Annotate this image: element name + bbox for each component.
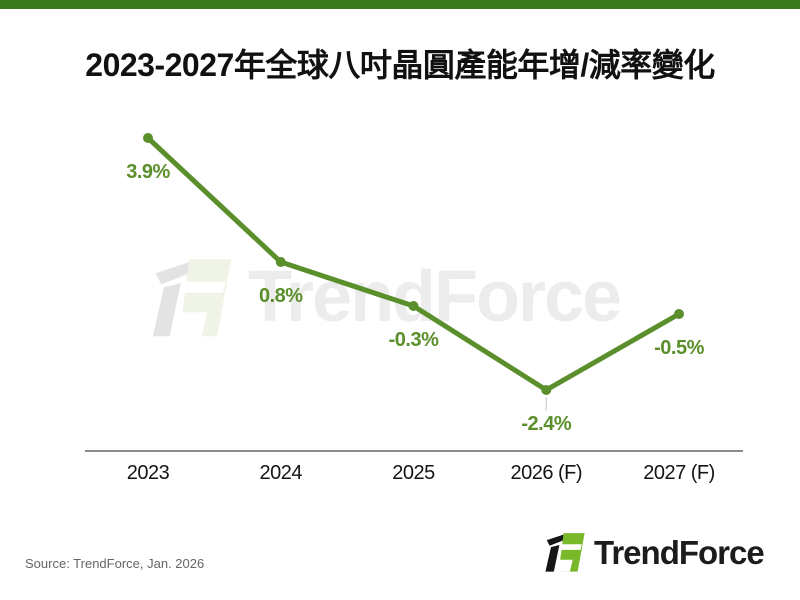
trendforce-logo: TrendForce <box>544 527 765 577</box>
page-title: 2023-2027年全球八吋晶圓產能年增/減率變化 <box>85 47 715 83</box>
data-point-marker <box>408 301 419 311</box>
source-note: Source: TrendForce, Jan. 2026 <box>25 556 205 571</box>
x-axis-label: 2025 <box>392 462 435 484</box>
top-accent-bar <box>0 0 800 9</box>
data-label: -2.4% <box>521 413 572 435</box>
data-point-marker <box>541 385 552 395</box>
data-label: -0.5% <box>654 337 704 359</box>
data-point-marker <box>275 257 286 267</box>
trendforce-logo-text: TrendForce <box>594 533 765 571</box>
data-point-marker <box>674 309 684 319</box>
trend-line <box>145 135 682 393</box>
x-axis-label: 2024 <box>259 462 303 484</box>
x-axis-label: 2023 <box>126 462 170 484</box>
data-point-marker <box>143 133 153 143</box>
x-axis-label: 2027 (F) <box>643 462 715 484</box>
trendforce-logo-icon <box>545 533 585 572</box>
data-label: -0.3% <box>388 329 439 351</box>
data-label: 3.9% <box>126 161 170 183</box>
data-label: 0.8% <box>258 285 303 307</box>
x-axis-label: 2026 (F) <box>510 462 583 484</box>
